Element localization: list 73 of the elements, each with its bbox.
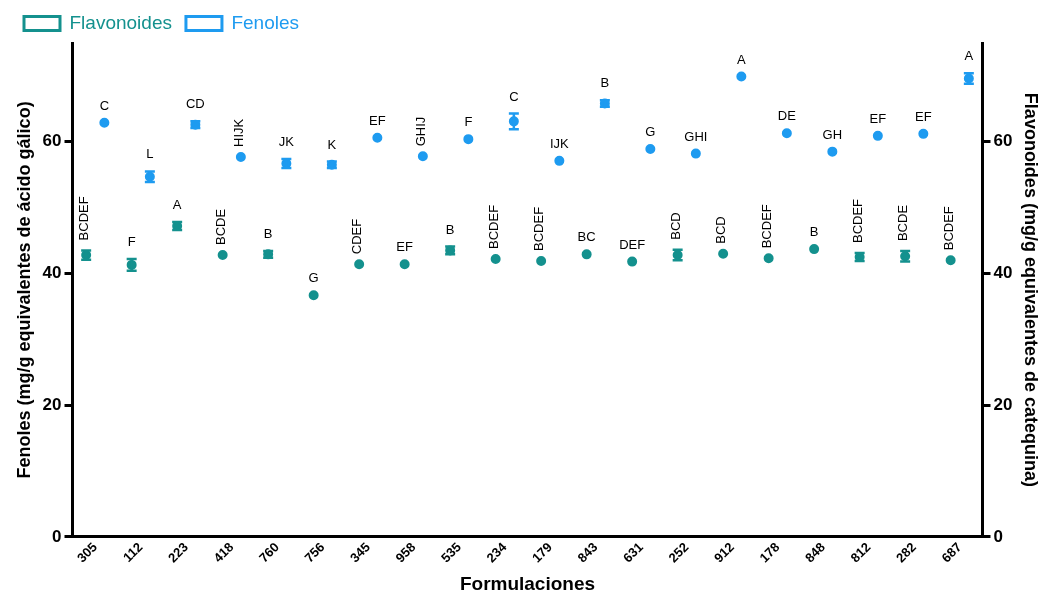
x-tick-label: 843 — [574, 539, 601, 566]
data-label: EF — [869, 110, 887, 126]
y2-axis-title: Flavonoides (mg/g equivalentes de catequina) — [1021, 92, 1042, 487]
data-label: BCDEF — [758, 204, 774, 249]
legend-label: Fenoles — [231, 11, 300, 33]
data-label: B — [809, 224, 819, 240]
data-label: F — [127, 234, 136, 250]
data-label: EF — [369, 112, 386, 128]
y2-tick-label: 40 — [993, 263, 1013, 283]
data-label: G — [645, 124, 656, 140]
data-label: G — [308, 270, 319, 286]
data-label: DEF — [619, 236, 646, 252]
x-axis-title: Formulaciones — [459, 572, 596, 594]
data-label: DE — [777, 108, 797, 124]
data-label: GH — [822, 126, 843, 142]
data-label: IJK — [549, 135, 570, 151]
data-label: F — [464, 114, 473, 130]
x-tick-label: 912 — [710, 539, 737, 566]
data-label: B — [263, 226, 273, 242]
x-tick-label: 112 — [119, 539, 146, 565]
x-tick-label: 178 — [756, 539, 783, 566]
legend-label: Flavonoides — [69, 11, 172, 33]
data-label: EF — [915, 108, 932, 124]
x-tick-label: 848 — [801, 539, 828, 566]
x-tick-label: 631 — [619, 539, 646, 566]
data-label: EF — [396, 239, 414, 255]
data-label: CDEF — [349, 218, 365, 255]
x-tick-label: 345 — [346, 539, 373, 566]
y-tick-label: 0 — [52, 526, 62, 546]
x-tick-label: 756 — [301, 539, 328, 566]
data-label: C — [99, 97, 110, 113]
data-label: GHI — [684, 128, 708, 144]
x-tick-label: 958 — [392, 539, 419, 566]
data-label: A — [737, 51, 747, 67]
x-tick-label: 812 — [847, 539, 874, 566]
data-label: BCDE — [895, 204, 911, 242]
data-label: BCD — [713, 216, 729, 244]
data-label: B — [600, 75, 610, 91]
data-label: JK — [278, 133, 295, 149]
y-tick-label: 20 — [42, 394, 62, 414]
x-tick-label: 418 — [210, 539, 237, 566]
data-label: BCDE — [212, 208, 228, 246]
data-label: HIJK — [230, 118, 246, 147]
x-tick-label: 760 — [255, 539, 282, 566]
data-label: A — [964, 48, 974, 64]
y2-tick-label: 0 — [993, 526, 1003, 546]
y2-tick-label: 20 — [993, 394, 1013, 414]
y-axis-title: Fenoles (mg/g equivalentes de ácido gálico) — [13, 101, 34, 479]
x-tick-label: 223 — [164, 539, 191, 566]
x-tick-label: 687 — [938, 539, 965, 566]
x-tick-label: 535 — [437, 539, 464, 566]
x-tick-label: 305 — [73, 539, 100, 566]
data-label: BCDEF — [531, 206, 547, 251]
y2-tick-label: 60 — [993, 131, 1013, 151]
data-label: BCD — [667, 212, 683, 240]
data-label: GHIJ — [412, 116, 428, 147]
data-label: K — [327, 136, 337, 152]
data-label: BCDEF — [849, 198, 865, 244]
data-label: A — [172, 197, 182, 213]
data-label: BC — [577, 229, 596, 245]
x-tick-label: 282 — [892, 539, 919, 566]
data-label: BCDEF — [940, 206, 956, 251]
data-label: CD — [185, 96, 205, 112]
x-tick-label: 252 — [665, 539, 692, 566]
data-label: BCDEF — [76, 196, 92, 241]
x-tick-label: 234 — [483, 538, 510, 566]
data-label: C — [509, 88, 519, 104]
y-tick-label: 40 — [42, 263, 62, 283]
data-label: L — [146, 146, 154, 162]
data-label: BCDEF — [485, 204, 501, 249]
data-label: B — [445, 221, 455, 237]
y-tick-label: 60 — [42, 131, 62, 151]
x-tick-label: 179 — [528, 539, 555, 566]
